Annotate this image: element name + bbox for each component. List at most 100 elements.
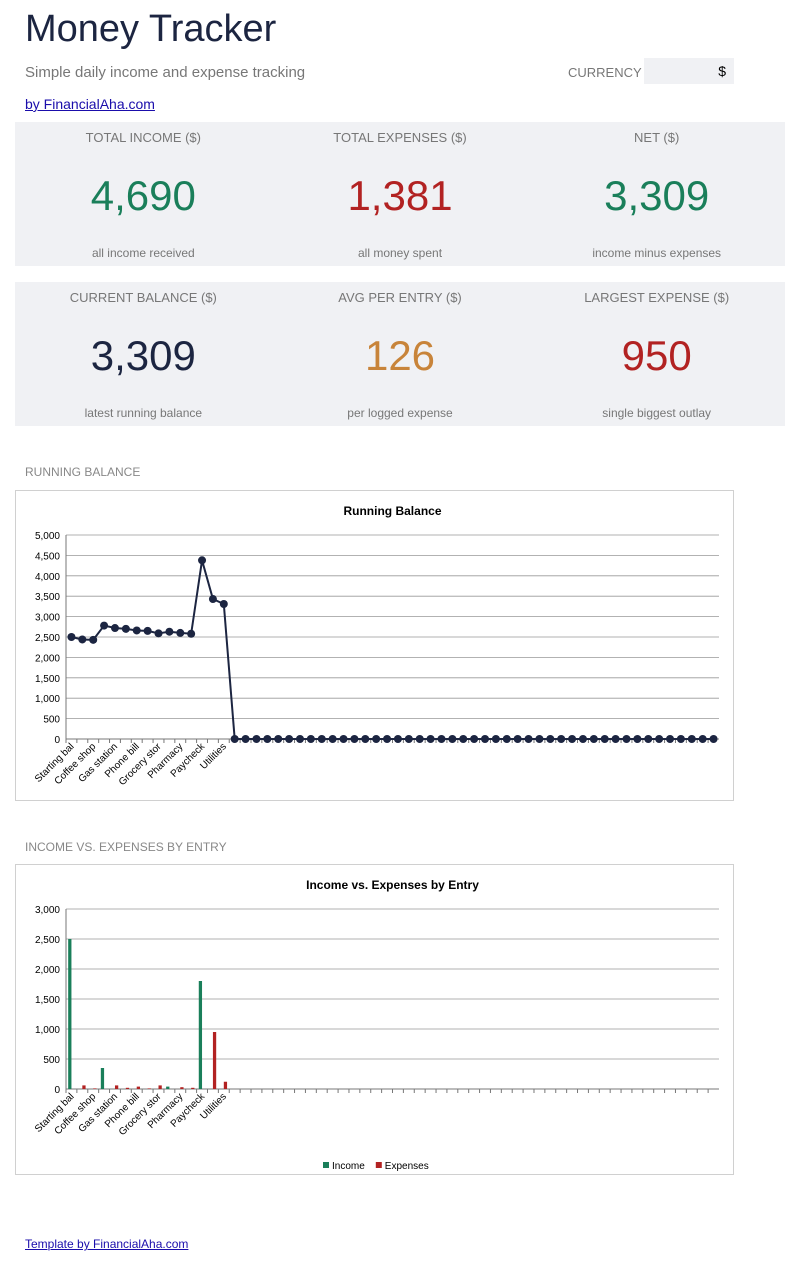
point: [350, 735, 359, 743]
point: [187, 629, 196, 638]
point: [459, 735, 468, 743]
bar: [180, 1087, 184, 1089]
y-tick-label: 0: [54, 735, 60, 746]
point: [154, 629, 163, 638]
point: [415, 735, 424, 743]
point: [535, 735, 544, 743]
point: [100, 621, 109, 630]
card-label: TOTAL EXPENSES ($): [333, 130, 467, 145]
point: [198, 556, 207, 565]
y-tick-label: 5,000: [35, 531, 60, 542]
point: [361, 735, 370, 743]
point: [132, 626, 141, 635]
point: [676, 735, 685, 743]
card: CURRENT BALANCE ($) 3,309 latest running b…: [15, 282, 272, 426]
bar: [114, 1085, 119, 1089]
card-label: AVG PER ENTRY ($): [338, 290, 462, 305]
point: [143, 626, 152, 635]
point: [230, 735, 239, 743]
point: [448, 735, 457, 743]
point: [372, 735, 381, 743]
point: [208, 595, 217, 604]
card-value: 950: [621, 332, 692, 379]
card-label: CURRENT BALANCE ($): [69, 290, 217, 305]
y-tick-label: 2,000: [35, 965, 60, 976]
legend-swatch: [375, 1162, 382, 1168]
point: [306, 735, 315, 743]
y-tick-label: 1,500: [35, 995, 60, 1006]
chart: Running Balance 0 500 1,000 1,500 2,000 2,500 3…: [15, 490, 734, 801]
currency-cell[interactable]: $: [644, 58, 734, 84]
point: [568, 735, 577, 743]
point: [295, 735, 304, 743]
card-value: 3,309: [90, 332, 196, 379]
card-label: LARGEST EXPENSE ($): [584, 290, 730, 305]
point: [285, 735, 294, 743]
card-note: all money spent: [357, 246, 443, 260]
y-tick-label: 2,500: [35, 633, 60, 644]
card-value: 3,309: [604, 172, 710, 219]
point: [263, 735, 272, 743]
bar: [191, 1087, 195, 1089]
bar: [147, 1088, 151, 1089]
card-group: TOTAL INCOME ($) 4,690 all income received…: [15, 122, 785, 266]
subtitle: Simple daily income and expense tracking: [25, 64, 306, 81]
point: [557, 735, 566, 743]
legend-swatch: [323, 1162, 329, 1168]
point: [78, 635, 87, 644]
bar: [223, 1081, 228, 1089]
legend-label: Income: [332, 1161, 365, 1172]
y-tick-label: 4,500: [35, 551, 60, 562]
point: [481, 735, 490, 743]
bar: [93, 1088, 97, 1089]
point: [89, 635, 98, 644]
point: [274, 735, 283, 743]
footer-link[interactable]: Template by FinancialAha.com: [25, 1237, 189, 1251]
card-value: 126: [364, 332, 436, 379]
bar: [158, 1085, 162, 1089]
point: [219, 599, 228, 608]
point: [339, 735, 348, 743]
point: [426, 735, 435, 743]
bar: [198, 981, 203, 1089]
card: NET ($) 3,309 income minus expenses: [528, 122, 785, 266]
card-note: income minus expenses: [592, 246, 722, 260]
point: [176, 628, 185, 637]
card: AVG PER ENTRY ($) 126 per logged expense: [272, 282, 529, 426]
y-tick-label: 3,000: [35, 905, 60, 916]
bar: [166, 1086, 170, 1089]
point: [110, 624, 119, 633]
point: [546, 735, 555, 743]
y-tick-label: 1,000: [35, 694, 60, 705]
point: [644, 735, 653, 743]
chart-title: Running Balance: [343, 504, 441, 518]
y-tick-label: 3,000: [35, 613, 60, 624]
y-tick-label: 1,000: [35, 1025, 60, 1036]
point: [589, 735, 598, 743]
point: [687, 735, 696, 743]
point: [317, 735, 326, 743]
card-value: 1,381: [347, 172, 453, 219]
card-label: NET ($): [634, 130, 680, 145]
card-value: 4,690: [90, 172, 196, 219]
link[interactable]: by FinancialAha.com: [25, 96, 155, 112]
y-tick-label: 1,500: [35, 674, 60, 685]
card-group: CURRENT BALANCE ($) 3,309 latest running b…: [15, 282, 785, 426]
point: [165, 627, 174, 636]
card-label: TOTAL INCOME ($): [85, 130, 201, 145]
y-tick-label: 4,000: [35, 572, 60, 583]
card-note: all income received: [91, 246, 195, 260]
bar: [68, 939, 72, 1089]
point: [502, 735, 511, 743]
y-tick-label: 2,000: [35, 653, 60, 664]
y-tick-label: 3,500: [35, 592, 60, 603]
point: [513, 735, 522, 743]
point: [241, 735, 250, 743]
bar: [100, 1068, 105, 1089]
y-tick-label: 0: [54, 1085, 60, 1096]
point: [491, 735, 500, 743]
y-tick-label: 500: [43, 1055, 60, 1066]
point: [437, 735, 446, 743]
point: [393, 735, 402, 743]
